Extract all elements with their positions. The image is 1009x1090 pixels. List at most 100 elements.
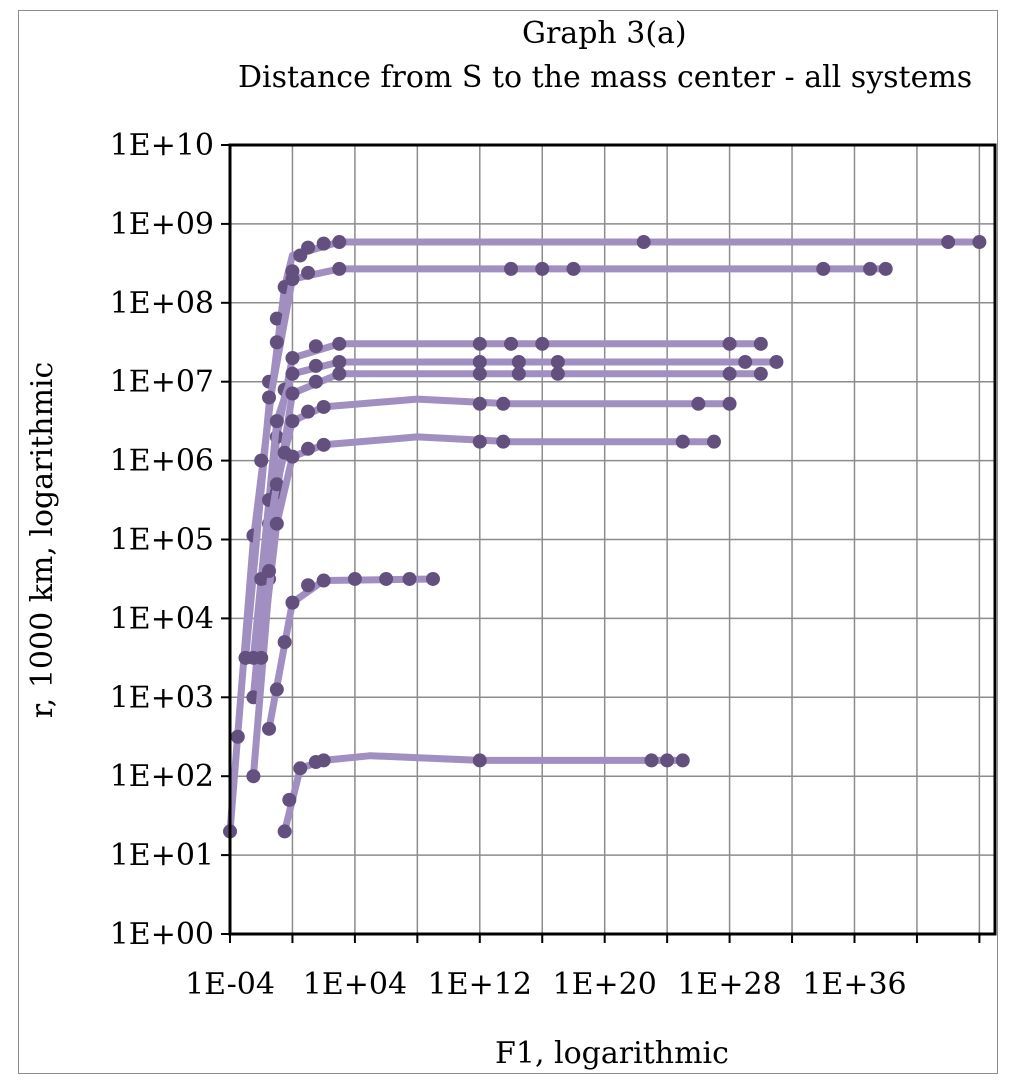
data-point (675, 434, 690, 449)
data-point (246, 769, 261, 784)
y-tick-label: 1E+05 (110, 523, 214, 558)
data-point (753, 336, 768, 351)
data-point (511, 366, 526, 381)
data-point (504, 336, 519, 351)
data-point (511, 354, 526, 369)
data-point (282, 792, 297, 807)
data-point (269, 414, 284, 429)
x-tick-label: 1E+12 (428, 967, 532, 1002)
data-point (285, 414, 300, 429)
series-line (242, 265, 890, 662)
data-point (472, 753, 487, 768)
data-point (301, 240, 316, 255)
data-point (878, 261, 893, 276)
data-point (269, 516, 284, 531)
data-point (277, 635, 292, 650)
x-tick-label: 1E+04 (303, 967, 407, 1002)
series-line (249, 370, 765, 780)
data-point (254, 650, 269, 665)
data-point (402, 571, 417, 586)
y-tick-label: 1E+07 (110, 365, 214, 400)
data-point (566, 261, 581, 276)
data-point (262, 721, 277, 736)
data-point (316, 437, 331, 452)
grid-layer (229, 144, 995, 935)
data-point (769, 354, 784, 369)
data-point (332, 336, 347, 351)
data-point (269, 311, 284, 326)
data-point (472, 434, 487, 449)
data-point (550, 366, 565, 381)
series-line (281, 752, 687, 835)
x-axis-label: F1, logarithmic (495, 1036, 729, 1071)
data-point (636, 235, 651, 250)
data-point (285, 366, 300, 381)
y-tick-label: 1E+09 (110, 207, 214, 242)
data-point (332, 354, 347, 369)
y-axis-label: r, 1000 km, logarithmic (25, 362, 60, 719)
axis-layer: 1E+00 1E+01 1E+02 1E+03 1E+04 1E+05 1E+06 1E+07… (110, 128, 997, 1002)
y-tick-label: 1E+01 (110, 838, 214, 873)
data-point (285, 386, 300, 401)
data-point (293, 761, 308, 776)
data-point (691, 396, 706, 411)
series-7 (262, 571, 440, 736)
data-point (254, 453, 269, 468)
data-point (972, 235, 987, 250)
data-point (472, 396, 487, 411)
series-8 (277, 752, 690, 839)
data-point (308, 374, 323, 389)
data-point (285, 595, 300, 610)
data-point (308, 339, 323, 354)
series-layer (223, 235, 987, 839)
data-point (379, 571, 394, 586)
data-point (644, 753, 659, 768)
data-point (660, 753, 675, 768)
chart-frame (18, 10, 998, 1074)
series-6 (254, 433, 721, 665)
data-point (347, 571, 362, 586)
data-point (262, 390, 277, 405)
y-tick-label: 1E+03 (110, 680, 214, 715)
series-5 (254, 395, 737, 586)
x-tick-label: 1E-04 (185, 967, 275, 1002)
series-line (257, 395, 734, 583)
data-point (269, 682, 284, 697)
data-point (230, 729, 245, 744)
y-tick-label: 1E+06 (110, 444, 214, 479)
data-point (316, 753, 331, 768)
chart-title: Graph 3(a) (522, 16, 687, 51)
data-point (301, 404, 316, 419)
data-point (535, 261, 550, 276)
data-point (316, 399, 331, 414)
plot-border (228, 143, 997, 936)
data-point (277, 824, 292, 839)
series-line (257, 433, 718, 662)
data-point (332, 261, 347, 276)
x-tick-label: 1E+36 (802, 967, 906, 1002)
data-point (316, 573, 331, 588)
data-point (722, 366, 737, 381)
y-tick-label: 1E+04 (110, 601, 214, 636)
data-point (301, 578, 316, 593)
x-tick-label: 1E+20 (553, 967, 657, 1002)
data-point (816, 261, 831, 276)
series-1 (238, 261, 893, 665)
data-point (285, 351, 300, 366)
data-point (535, 336, 550, 351)
data-point (504, 261, 519, 276)
y-tick-label: 1E+00 (110, 917, 214, 952)
data-point (472, 354, 487, 369)
data-point (863, 261, 878, 276)
data-point (496, 396, 511, 411)
data-point (472, 336, 487, 351)
y-tick-label: 1E+08 (110, 286, 214, 321)
data-point (285, 449, 300, 464)
data-point (269, 335, 284, 350)
data-point (472, 366, 487, 381)
series-line (249, 340, 765, 701)
chart-subtitle: Distance from S to the mass center - all… (238, 60, 973, 95)
data-point (262, 564, 277, 579)
data-point (496, 434, 511, 449)
